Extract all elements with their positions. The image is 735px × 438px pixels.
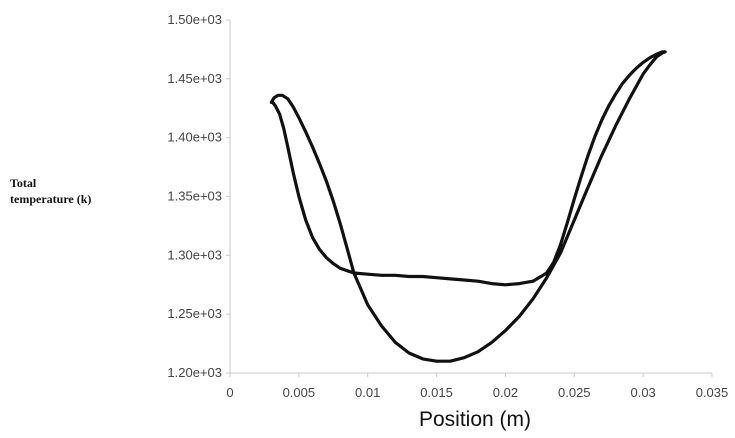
- x-tick-label: 0.035: [696, 385, 729, 400]
- x-axis-title: Position (m): [419, 408, 531, 431]
- x-tick-label: 0.015: [420, 385, 453, 400]
- x-tick-label: 0.025: [558, 385, 591, 400]
- y-tick-label: 1.35e+03: [167, 189, 222, 204]
- x-tick-label: 0: [226, 385, 233, 400]
- y-axis-title-line-2: temperature (k): [10, 192, 91, 206]
- y-tick-label: 1.45e+03: [167, 71, 222, 86]
- y-axis-ticks: 1.20e+03 1.25e+03 1.30e+03 1.35e+03 1.40e+03…: [167, 12, 230, 380]
- temperature-series-line: [269, 50, 667, 363]
- x-tick-label: 0.005: [283, 385, 316, 400]
- y-tick-label: 1.40e+03: [167, 130, 222, 145]
- x-tick-label: 0.02: [493, 385, 518, 400]
- x-axis-ticks: 0 0.005 0.01 0.015 0.02 0.025 0.03 0.035: [226, 373, 728, 400]
- y-tick-label: 1.25e+03: [167, 306, 222, 321]
- y-tick-label: 1.30e+03: [167, 247, 222, 262]
- y-tick-label: 1.20e+03: [167, 365, 222, 380]
- x-tick-label: 0.03: [630, 385, 655, 400]
- y-axis-title-line-1: Total: [10, 176, 37, 190]
- x-tick-label: 0.01: [355, 385, 380, 400]
- y-tick-label: 1.50e+03: [167, 12, 222, 27]
- series-group: [269, 50, 667, 363]
